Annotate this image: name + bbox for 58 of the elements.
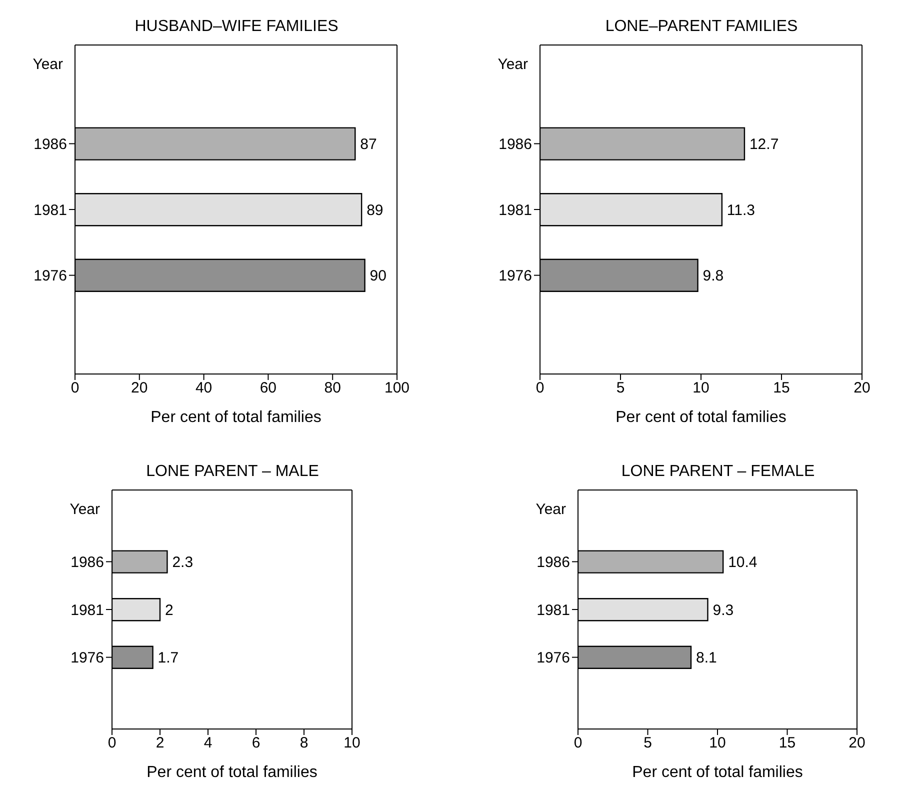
x-tick-label: 15 [778, 734, 796, 752]
y-axis-title: Year [498, 56, 528, 73]
x-tick-label: 5 [644, 734, 652, 752]
y-tick-label: 1986 [70, 554, 104, 572]
data-label: 1.7 [158, 650, 179, 667]
x-tick-label: 6 [252, 734, 260, 752]
chart-title: LONE PARENT – MALE [145, 463, 320, 481]
x-tick-label: 20 [131, 380, 148, 397]
chart-title: HUSBAND–WIFE FAMILIES [134, 18, 340, 36]
y-tick-label: 1981 [70, 602, 104, 619]
x-axis-title: Per cent of total families [146, 764, 318, 781]
y-tick-label: 1976 [70, 650, 104, 667]
data-label: 9.8 [702, 268, 724, 285]
y-tick-label: 1981 [498, 202, 532, 219]
chart-title: LONE–PARENT FAMILIES [604, 18, 799, 36]
y-tick-label: 1986 [536, 554, 570, 572]
x-axis-title: Per cent of total families [150, 409, 322, 426]
x-tick-label: 15 [773, 380, 790, 397]
data-label: 12.7 [749, 136, 779, 154]
x-axis-title: Per cent of total families [632, 764, 803, 781]
y-tick-label: 1981 [536, 602, 570, 619]
x-axis-title: Per cent of total families [616, 409, 786, 426]
y-tick-label: 1976 [536, 650, 570, 667]
data-label: 89 [366, 202, 384, 219]
y-tick-label: 1976 [498, 268, 532, 285]
x-tick-label: 20 [854, 380, 870, 397]
x-tick-label: 0 [70, 380, 80, 397]
x-tick-label: 100 [384, 380, 410, 397]
x-tick-label: 10 [692, 380, 710, 397]
x-tick-label: 8 [300, 734, 308, 752]
y-tick-label: 1976 [34, 268, 67, 285]
y-axis-title: Year [70, 501, 100, 518]
y-axis-title: Year [536, 501, 566, 518]
x-tick-label: 2 [156, 734, 164, 752]
x-tick-label: 4 [204, 734, 212, 752]
y-tick-label: 1986 [498, 136, 532, 154]
x-tick-label: 10 [709, 734, 726, 752]
data-label: 8.1 [696, 650, 717, 667]
data-label: 2 [165, 602, 174, 619]
y-axis-title: Year [32, 56, 63, 73]
data-label: 11.3 [726, 202, 756, 219]
y-tick-label: 1981 [34, 202, 67, 219]
x-tick-label: 60 [260, 380, 277, 397]
chart-title: LONE PARENT – FEMALE [620, 463, 816, 481]
data-label: 10.4 [728, 554, 758, 572]
data-label: 87 [360, 136, 377, 154]
data-label: 2.3 [172, 554, 194, 572]
x-tick-label: 0 [108, 734, 116, 752]
x-tick-label: 0 [536, 380, 544, 397]
data-label: 9.3 [712, 602, 734, 619]
x-tick-label: 20 [848, 734, 866, 752]
x-tick-label: 5 [616, 380, 625, 397]
x-tick-label: 80 [324, 380, 341, 397]
data-label: 90 [370, 268, 386, 285]
x-tick-label: 40 [195, 380, 212, 397]
y-tick-label: 1986 [34, 136, 67, 154]
x-tick-label: 0 [574, 734, 582, 752]
x-tick-label: 10 [344, 734, 360, 752]
